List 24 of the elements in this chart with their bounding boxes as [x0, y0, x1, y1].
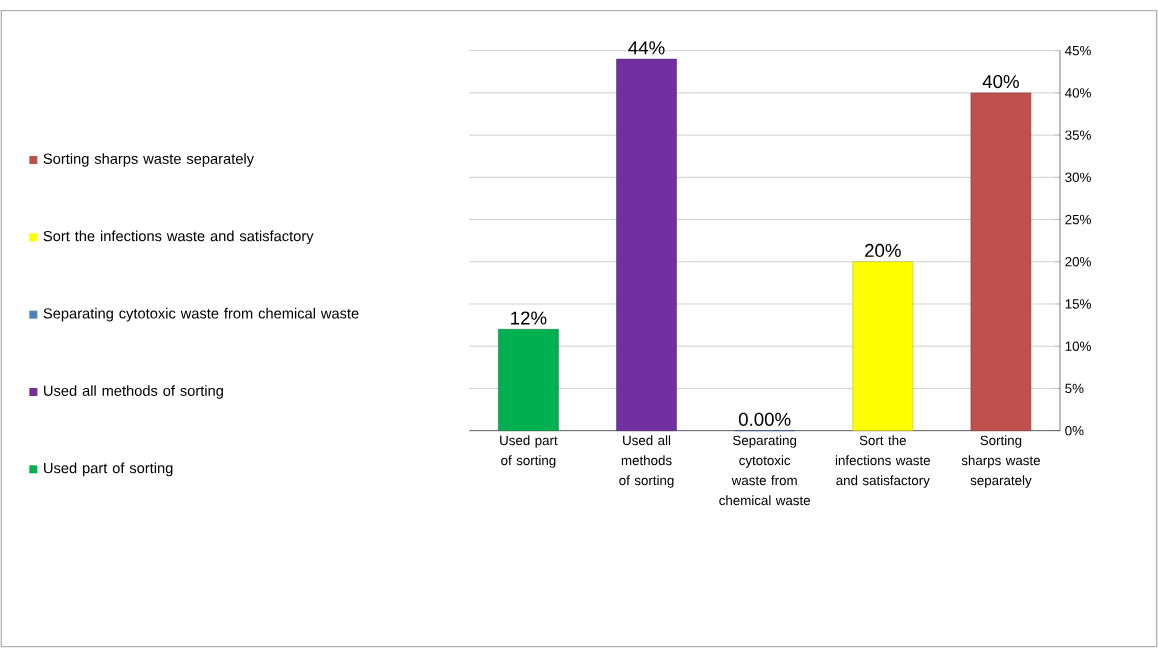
x-tick-label: Used part of sorting [500, 435, 558, 468]
legend-label: Sort the infections waste and satisfactory [43, 230, 314, 245]
y-tick-label: 20% [1065, 257, 1091, 267]
data-label: 44% [628, 41, 665, 55]
legend-label: Sorting sharps waste separately [43, 153, 254, 167]
y-tick-label: 45% [1065, 45, 1091, 56]
y-tick-label: 35% [1065, 130, 1091, 140]
legend-label: Used all methods of sorting [44, 385, 223, 399]
y-tick-label: 30% [1065, 172, 1091, 183]
y-tick-label: 15% [1065, 299, 1091, 309]
y-tick-label: 25% [1065, 214, 1091, 225]
y-tick-label: 40% [1065, 88, 1091, 98]
x-tick-label: Used all methods of sorting [619, 435, 674, 488]
y-tick-label: 5% [1065, 383, 1084, 394]
x-tick-label: Sort the infections waste and satisfactory [835, 435, 930, 488]
legend-label: Separating cytotoxic waste from chemical waste [43, 307, 359, 322]
y-tick-label: 10% [1065, 341, 1091, 351]
y-tick-label: 0% [1065, 425, 1084, 436]
data-label: 20% [865, 243, 901, 258]
x-tick-label: Sorting sharps waste separately [961, 435, 1040, 488]
data-label: 12% [511, 311, 547, 325]
data-label: 40% [982, 74, 1019, 89]
data-label: 0.00% [738, 412, 791, 426]
x-tick-label: Separating cytotoxic waste from chemical waste [719, 435, 810, 506]
